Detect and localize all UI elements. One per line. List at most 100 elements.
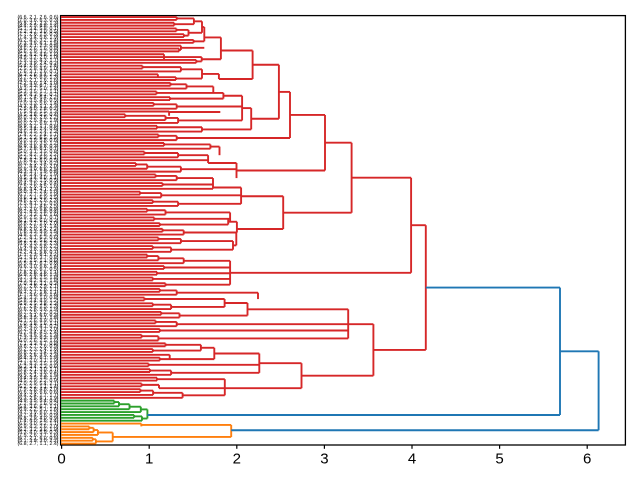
svg-text:(6.3, 2.5, 5.1, 1.9): (6.3, 2.5, 5.1, 1.9): [18, 395, 59, 401]
svg-text:(5.0, 3.1, 3.5, 0.8): (5.0, 3.1, 3.5, 0.8): [18, 149, 59, 155]
svg-text:(4.6, 3.1, 6.9, 2.5): (4.6, 3.1, 6.9, 2.5): [18, 195, 59, 201]
svg-text:(4.9, 4.3, 4.1, 0.2): (4.9, 4.3, 4.1, 0.2): [18, 324, 59, 330]
svg-text:(7.2, 3.7, 3.0, 0.5): (7.2, 3.7, 3.0, 0.5): [18, 29, 59, 35]
svg-text:(5.8, 3.5, 2.1, 1.8): (5.8, 3.5, 2.1, 1.8): [18, 315, 59, 321]
svg-text:(6.3, 2.1, 6.9, 2.1): (6.3, 2.1, 6.9, 2.1): [18, 155, 59, 161]
svg-text:(4.9, 3.7, 2.0, 1.0): (4.9, 3.7, 2.0, 1.0): [18, 55, 59, 61]
svg-text:(4.9, 4.3, 1.5, 0.5): (4.9, 4.3, 1.5, 0.5): [18, 178, 59, 184]
svg-text:(6.7, 2.5, 2.2, 0.2): (6.7, 2.5, 2.2, 0.2): [18, 309, 59, 315]
svg-text:(7.6, 3.3, 5.9, 1.5): (7.6, 3.3, 5.9, 1.5): [18, 229, 59, 235]
svg-text:(5.5, 4.1, 6.7, 0.8): (5.5, 4.1, 6.7, 0.8): [18, 261, 59, 267]
svg-text:(6.5, 2.1, 3.3, 1.5): (6.5, 2.1, 3.3, 1.5): [18, 372, 59, 378]
svg-text:(5.2, 4.2, 3.6, 2.2): (5.2, 4.2, 3.6, 2.2): [18, 152, 59, 158]
svg-text:(4.4, 3.8, 3.0, 2.3): (4.4, 3.8, 3.0, 2.3): [18, 246, 59, 252]
svg-text:3: 3: [320, 451, 328, 468]
svg-text:(6.4, 3.7, 6.1, 1.9): (6.4, 3.7, 6.1, 1.9): [18, 355, 59, 361]
svg-text:(7.0, 3.8, 1.6, 1.1): (7.0, 3.8, 1.6, 1.1): [18, 321, 59, 327]
svg-text:(5.2, 3.1, 6.0, 0.3): (5.2, 3.1, 6.0, 0.3): [18, 312, 59, 318]
svg-text:(5.3, 4.2, 4.8, 1.6): (5.3, 4.2, 4.8, 1.6): [18, 52, 59, 58]
svg-text:(6.3, 3.4, 2.3, 0.6): (6.3, 3.4, 2.3, 0.6): [18, 364, 59, 370]
svg-text:(5.5, 3.4, 2.4, 0.6): (5.5, 3.4, 2.4, 0.6): [18, 126, 59, 132]
svg-text:(5.0, 3.7, 2.4, 1.0): (5.0, 3.7, 2.4, 1.0): [18, 189, 59, 195]
svg-text:(7.5, 4.3, 1.5, 1.3): (7.5, 4.3, 1.5, 1.3): [18, 109, 59, 115]
svg-text:(5.8, 3.4, 4.1, 2.3): (5.8, 3.4, 4.1, 2.3): [18, 186, 59, 192]
svg-text:(4.4, 2.4, 1.7, 1.7): (4.4, 2.4, 1.7, 1.7): [18, 392, 59, 398]
svg-text:(4.6, 2.5, 2.6, 2.3): (4.6, 2.5, 2.6, 2.3): [18, 198, 59, 204]
svg-text:(4.7, 3.3, 2.6, 1.6): (4.7, 3.3, 2.6, 1.6): [18, 212, 59, 218]
svg-text:(6.7, 4.4, 4.5, 2.4): (6.7, 4.4, 4.5, 2.4): [18, 329, 59, 335]
svg-text:(6.4, 3.6, 2.4, 0.4): (6.4, 3.6, 2.4, 0.4): [18, 181, 59, 187]
svg-text:(7.0, 3.3, 5.6, 1.4): (7.0, 3.3, 5.6, 1.4): [18, 100, 59, 106]
svg-text:(4.7, 4.4, 5.6, 0.9): (4.7, 4.4, 5.6, 0.9): [18, 412, 59, 418]
svg-text:(7.5, 2.6, 4.5, 1.6): (7.5, 2.6, 4.5, 1.6): [18, 183, 59, 189]
svg-text:(4.7, 3.9, 6.0, 1.5): (4.7, 3.9, 6.0, 1.5): [18, 410, 59, 416]
svg-text:(6.9, 4.3, 2.6, 2.0): (6.9, 4.3, 2.6, 2.0): [18, 424, 59, 430]
svg-text:(4.5, 3.8, 5.5, 0.4): (4.5, 3.8, 5.5, 0.4): [18, 112, 59, 118]
svg-text:(6.9, 2.5, 4.7, 0.7): (6.9, 2.5, 4.7, 0.7): [18, 215, 59, 221]
svg-text:(6.1, 2.6, 4.9, 0.1): (6.1, 2.6, 4.9, 0.1): [18, 318, 59, 324]
svg-text:(6.0, 3.9, 5.8, 0.6): (6.0, 3.9, 5.8, 0.6): [18, 138, 59, 144]
svg-text:(5.8, 2.0, 1.4, 2.2): (5.8, 2.0, 1.4, 2.2): [18, 226, 59, 232]
svg-text:(6.2, 3.2, 3.6, 1.9): (6.2, 3.2, 3.6, 1.9): [18, 427, 59, 433]
svg-text:(5.9, 3.2, 1.7, 0.6): (5.9, 3.2, 1.7, 0.6): [18, 123, 59, 129]
svg-text:(7.8, 3.4, 4.2, 1.9): (7.8, 3.4, 4.2, 1.9): [18, 172, 59, 178]
svg-text:(7.3, 3.9, 2.4, 0.2): (7.3, 3.9, 2.4, 0.2): [18, 60, 59, 66]
svg-text:(7.9, 2.8, 4.8, 2.0): (7.9, 2.8, 4.8, 2.0): [18, 387, 59, 393]
svg-text:(7.7, 3.6, 6.3, 1.6): (7.7, 3.6, 6.3, 1.6): [18, 292, 59, 298]
svg-text:(4.3, 2.8, 1.1, 2.3): (4.3, 2.8, 1.1, 2.3): [18, 103, 59, 109]
svg-text:(6.7, 2.8, 2.9, 2.1): (6.7, 2.8, 2.9, 2.1): [18, 284, 59, 290]
svg-text:(6.6, 3.8, 6.6, 0.6): (6.6, 3.8, 6.6, 0.6): [18, 390, 59, 396]
svg-text:(5.8, 3.4, 4.9, 1.2): (5.8, 3.4, 4.9, 1.2): [18, 298, 59, 304]
svg-text:(6.9, 2.8, 4.6, 1.3): (6.9, 2.8, 4.6, 1.3): [18, 272, 59, 278]
svg-text:(4.5, 2.9, 2.2, 0.9): (4.5, 2.9, 2.2, 0.9): [18, 378, 59, 384]
svg-text:(6.2, 4.3, 3.2, 1.4): (6.2, 4.3, 3.2, 1.4): [18, 37, 59, 43]
svg-text:(7.2, 2.5, 1.1, 0.6): (7.2, 2.5, 1.1, 0.6): [18, 258, 59, 264]
svg-text:(5.1, 3.4, 5.8, 0.1): (5.1, 3.4, 5.8, 0.1): [18, 26, 59, 32]
svg-text:(6.9, 2.7, 2.8, 1.1): (6.9, 2.7, 2.8, 1.1): [18, 286, 59, 292]
svg-text:(5.7, 2.1, 6.0, 0.5): (5.7, 2.1, 6.0, 0.5): [18, 435, 59, 441]
svg-text:(6.6, 2.1, 2.6, 0.6): (6.6, 2.1, 2.6, 0.6): [18, 15, 59, 21]
svg-text:(5.7, 2.5, 6.9, 1.3): (5.7, 2.5, 6.9, 1.3): [18, 75, 59, 81]
svg-text:(5.9, 2.5, 3.8, 2.3): (5.9, 2.5, 3.8, 2.3): [18, 301, 59, 307]
svg-text:(5.2, 2.2, 1.1, 1.4): (5.2, 2.2, 1.1, 1.4): [18, 384, 59, 390]
svg-text:(6.7, 2.7, 2.9, 1.9): (6.7, 2.7, 2.9, 1.9): [18, 192, 59, 198]
svg-text:(6.9, 3.6, 6.8, 0.3): (6.9, 3.6, 6.8, 0.3): [18, 143, 59, 149]
svg-text:(6.0, 2.6, 2.5, 1.6): (6.0, 2.6, 2.5, 1.6): [18, 338, 59, 344]
svg-text:(7.4, 4.3, 5.8, 2.2): (7.4, 4.3, 5.8, 2.2): [18, 244, 59, 250]
svg-text:(6.6, 2.6, 5.4, 1.4): (6.6, 2.6, 5.4, 1.4): [18, 224, 59, 230]
svg-text:(6.8, 2.1, 2.3, 0.8): (6.8, 2.1, 2.3, 0.8): [18, 43, 59, 49]
svg-text:(7.4, 2.2, 2.4, 1.7): (7.4, 2.2, 2.4, 1.7): [18, 132, 59, 138]
svg-text:(7.5, 4.0, 2.8, 0.2): (7.5, 4.0, 2.8, 0.2): [18, 106, 59, 112]
svg-text:(5.2, 4.0, 3.7, 2.0): (5.2, 4.0, 3.7, 2.0): [18, 327, 59, 333]
svg-text:(6.1, 4.2, 6.0, 0.3): (6.1, 4.2, 6.0, 0.3): [18, 218, 59, 224]
svg-text:(7.0, 3.6, 3.1, 0.3): (7.0, 3.6, 3.1, 0.3): [18, 281, 59, 287]
svg-text:(6.1, 2.4, 6.4, 2.2): (6.1, 2.4, 6.4, 2.2): [18, 95, 59, 101]
svg-text:(7.6, 3.1, 2.6, 0.7): (7.6, 3.1, 2.6, 0.7): [18, 69, 59, 75]
svg-text:4: 4: [408, 451, 416, 468]
svg-text:(6.7, 2.0, 5.8, 0.8): (6.7, 2.0, 5.8, 0.8): [18, 206, 59, 212]
svg-text:(7.1, 2.3, 6.1, 2.2): (7.1, 2.3, 6.1, 2.2): [18, 252, 59, 258]
svg-text:(7.5, 2.8, 4.9, 1.0): (7.5, 2.8, 4.9, 1.0): [18, 66, 59, 72]
svg-text:(7.4, 3.4, 5.8, 1.9): (7.4, 3.4, 5.8, 1.9): [18, 35, 59, 41]
svg-text:(5.7, 2.0, 3.1, 1.9): (5.7, 2.0, 3.1, 1.9): [18, 358, 59, 364]
svg-text:(5.9, 4.3, 6.2, 0.7): (5.9, 4.3, 6.2, 0.7): [18, 92, 59, 98]
svg-text:(6.3, 3.7, 1.9, 0.8): (6.3, 3.7, 1.9, 0.8): [18, 169, 59, 175]
svg-text:(4.6, 2.1, 1.6, 1.6): (4.6, 2.1, 1.6, 1.6): [18, 78, 59, 84]
svg-text:(5.1, 3.9, 3.0, 2.2): (5.1, 3.9, 3.0, 2.2): [18, 438, 59, 444]
svg-text:(7.9, 3.5, 4.3, 1.7): (7.9, 3.5, 4.3, 1.7): [18, 57, 59, 63]
svg-text:(5.7, 4.4, 2.6, 2.0): (5.7, 4.4, 2.6, 2.0): [18, 163, 59, 169]
svg-text:(6.8, 2.2, 3.4, 1.4): (6.8, 2.2, 3.4, 1.4): [18, 349, 59, 355]
svg-text:(7.5, 4.1, 3.2, 0.5): (7.5, 4.1, 3.2, 0.5): [18, 201, 59, 207]
svg-text:(5.4, 3.6, 6.7, 1.1): (5.4, 3.6, 6.7, 1.1): [18, 404, 59, 410]
svg-text:(6.3, 2.6, 4.4, 2.3): (6.3, 2.6, 4.4, 2.3): [18, 72, 59, 78]
svg-text:(4.4, 3.5, 1.8, 1.2): (4.4, 3.5, 1.8, 1.2): [18, 375, 59, 381]
svg-text:(7.0, 3.6, 6.3, 0.3): (7.0, 3.6, 6.3, 0.3): [18, 17, 59, 23]
svg-text:(5.2, 2.2, 5.6, 2.2): (5.2, 2.2, 5.6, 2.2): [18, 238, 59, 244]
svg-text:(5.4, 3.3, 1.0, 0.8): (5.4, 3.3, 1.0, 0.8): [18, 295, 59, 301]
svg-text:(7.1, 3.3, 4.7, 0.8): (7.1, 3.3, 4.7, 0.8): [18, 341, 59, 347]
svg-text:(6.2, 2.3, 2.4, 1.8): (6.2, 2.3, 2.4, 1.8): [18, 347, 59, 353]
svg-text:(5.8, 2.7, 1.0, 2.0): (5.8, 2.7, 1.0, 2.0): [18, 221, 59, 227]
svg-text:(6.8, 2.7, 1.1, 2.4): (6.8, 2.7, 1.1, 2.4): [18, 441, 59, 447]
svg-text:1: 1: [145, 451, 153, 468]
svg-text:(7.3, 3.5, 6.1, 1.5): (7.3, 3.5, 6.1, 1.5): [18, 40, 59, 46]
